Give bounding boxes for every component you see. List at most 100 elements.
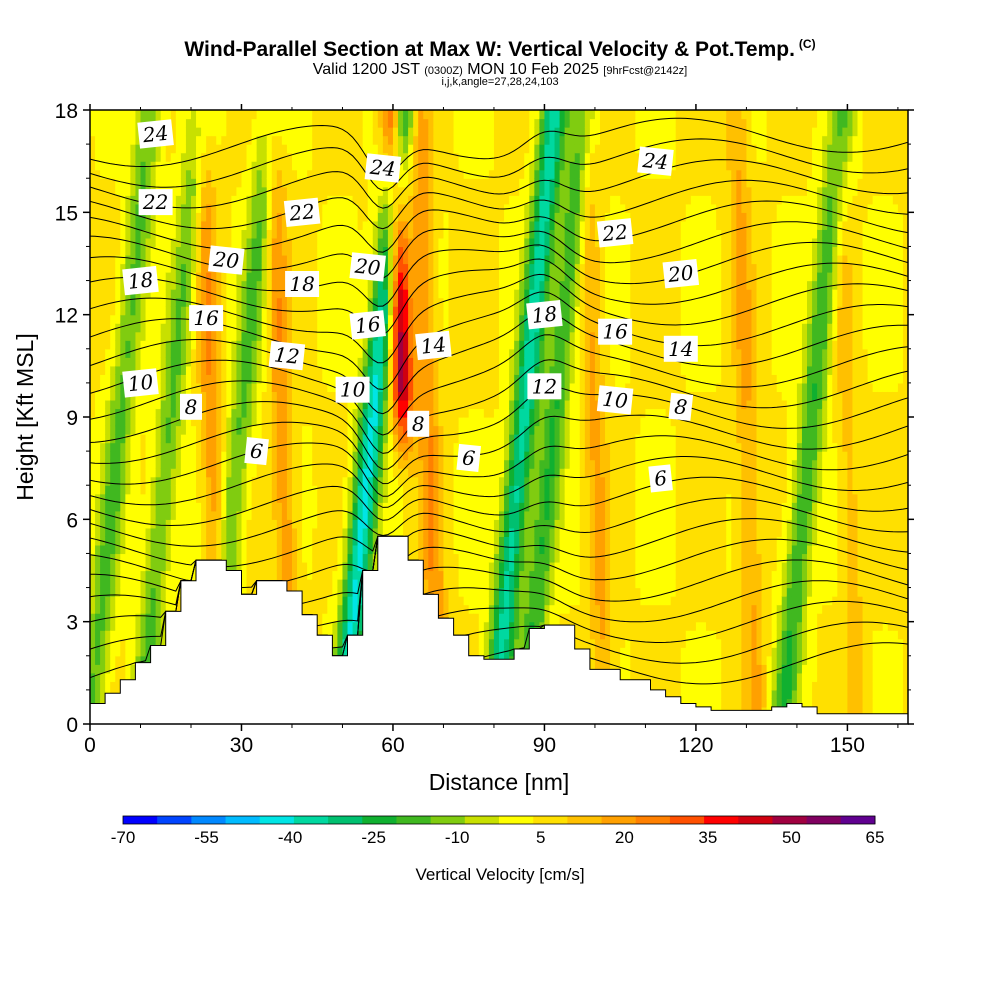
contour-label-text: 22: [287, 199, 316, 226]
contour-label: 24: [137, 119, 174, 149]
colorbar-swatch: [328, 816, 363, 824]
contour-label-text: 12: [532, 374, 557, 398]
colorbar-swatch: [396, 816, 432, 824]
contour-label-text: 6: [653, 466, 668, 491]
colorbar-label: -70: [111, 828, 136, 847]
contour-label: 18: [122, 265, 159, 296]
theta-contour-line: [90, 138, 908, 192]
x-tick-label: 120: [678, 734, 713, 757]
contour-label: 20: [208, 245, 245, 275]
theta-contour-line: [90, 435, 908, 497]
contour-label-text: 20: [353, 254, 382, 281]
x-tick-label: 30: [230, 734, 253, 757]
contour-label: 10: [596, 385, 634, 415]
colorbar-swatch: [225, 816, 261, 824]
contour-label: 8: [668, 392, 694, 421]
axes: 0 30 60 90 120 150 0 3 6 9 12 15 18: [55, 100, 914, 757]
x-tick-label: 150: [830, 734, 865, 757]
colorbar-label: 65: [866, 828, 885, 847]
theta-contour-line: [90, 476, 908, 527]
contour-label-text: 8: [185, 395, 198, 419]
subtitle-date: MON 10 Feb 2025: [467, 61, 599, 78]
contour-label-text: 20: [211, 247, 240, 274]
contour-label-text: 20: [666, 260, 695, 287]
theta-contour-line: [90, 334, 908, 436]
contour-label-text: 24: [641, 148, 670, 175]
theta-contour-line: [90, 179, 908, 230]
y-tick-label: 9: [66, 407, 78, 430]
colorbar-swatch: [362, 816, 397, 824]
colorbar-swatch: [533, 816, 568, 824]
contour-label-text: 10: [601, 387, 629, 414]
contour-label: 20: [349, 252, 386, 282]
contour-label-text: 18: [289, 272, 314, 296]
contour-label: 8: [180, 393, 202, 420]
contour-label-text: 10: [127, 370, 155, 397]
y-tick-label: 18: [55, 100, 78, 123]
colorbar-label: -10: [445, 828, 470, 847]
theta-contour-line: [90, 414, 908, 485]
y-tick-label: 15: [55, 202, 78, 225]
contour-label: 12: [268, 340, 306, 371]
y-tick-label: 3: [66, 612, 78, 635]
theta-contour-line: [90, 359, 908, 454]
colorbar-swatch: [499, 816, 534, 824]
y-tick-label: 12: [55, 305, 78, 328]
theta-contour-line: [90, 291, 908, 390]
contour-label: 22: [596, 218, 634, 248]
contour-label: 6: [244, 437, 269, 466]
contour-label: 22: [138, 189, 173, 216]
contour-label-text: 18: [530, 301, 558, 328]
x-tick-label: 60: [381, 734, 404, 757]
colorbar-swatch: [191, 816, 227, 824]
chart-title-mark: (C): [798, 37, 816, 51]
theta-contour-line: [90, 241, 908, 307]
colorbar-label: 35: [698, 828, 717, 847]
colorbar-swatch: [738, 816, 773, 824]
contour-label-text: 22: [142, 190, 168, 214]
colorbar-title: Vertical Velocity [cm/s]: [415, 865, 584, 884]
contour-label: 18: [285, 271, 320, 297]
colorbar-swatch: [259, 816, 295, 824]
subtitle-fcst: [9hrFcst@2142z]: [603, 65, 688, 77]
contour-label-text: 8: [673, 394, 688, 419]
colorbar-swatch: [772, 816, 808, 824]
contour-label-text: 16: [602, 320, 628, 344]
contour-label-text: 24: [368, 155, 397, 182]
colorbar-swatch: [601, 816, 637, 824]
colorbar-swatch: [293, 816, 329, 824]
contour-label-text: 14: [668, 337, 693, 361]
contour-label: 16: [189, 305, 224, 332]
contour-label: 10: [335, 376, 370, 403]
theta-contour-line: [90, 117, 908, 176]
contour-label: 12: [527, 373, 562, 400]
y-tick-label: 0: [66, 714, 78, 737]
contour-label: 6: [648, 464, 673, 493]
theta-contour-line: [90, 159, 908, 209]
theta-contour-line: [90, 258, 908, 336]
contour-label-text: 6: [461, 445, 476, 470]
contour-label: 14: [663, 335, 698, 362]
contour-label: 24: [364, 153, 402, 183]
y-axis-title: Height [Kft MSL]: [12, 333, 38, 500]
contour-label: 22: [283, 197, 321, 228]
colorbar-label: 5: [536, 828, 545, 847]
x-tick-label: 0: [84, 734, 96, 757]
colorbar-swatch: [840, 816, 876, 824]
colorbar-label: -55: [194, 828, 219, 847]
colorbar-swatch: [806, 816, 842, 824]
colorbar-swatch: [704, 816, 739, 824]
chart-subtitle-indices: i,j,k,angle=27,28,24,103: [441, 76, 559, 88]
terrain-profile: [90, 535, 908, 724]
terrain: [90, 535, 908, 724]
colorbar-label: -40: [278, 828, 303, 847]
colorbar-swatch: [123, 816, 158, 824]
y-tick-label: 6: [66, 509, 78, 532]
theta-contour-line: [90, 456, 908, 508]
x-axis-title: Distance [nm]: [429, 769, 570, 795]
chart-subtitle: Valid 1200 JST (0300Z) MON 10 Feb 2025 […: [0, 61, 1000, 79]
contour-label-text: 10: [340, 378, 366, 402]
colorbar-label: 20: [615, 828, 634, 847]
chart-title: Wind-Parallel Section at Max W: Vertical…: [0, 37, 1000, 62]
